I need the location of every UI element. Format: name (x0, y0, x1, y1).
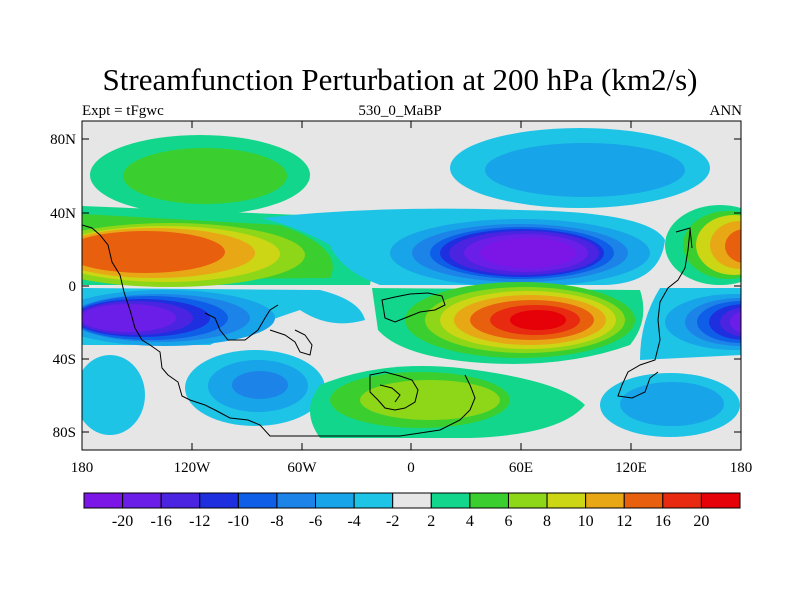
lon-axis: 180 120W 60W 0 60E 120E 180 (71, 121, 753, 476)
colorbar-label: -16 (151, 513, 172, 530)
colorbar-box (700, 492, 741, 509)
coastline-east (617, 229, 691, 399)
colorbar-label: -20 (112, 513, 133, 530)
lon-tick-label: 60E (509, 460, 533, 476)
lat-tick-label: 40N (50, 206, 76, 222)
colorbar-label: 10 (578, 513, 594, 530)
colorbar-box (469, 492, 509, 509)
lat-axis: 80N 40N 0 40S 80S (50, 132, 741, 441)
colorbar-box (585, 492, 625, 509)
feature-sh-east-negative (600, 373, 740, 437)
colorbar-box (507, 492, 548, 509)
contour-field (82, 128, 741, 438)
coastline-south-america (204, 304, 279, 341)
lon-tick-label: 180 (71, 460, 94, 476)
coastline-africa-north (381, 292, 446, 323)
feature-trop-nh-east-negative (262, 208, 665, 287)
colorbar-label: 16 (655, 513, 671, 530)
map-title: Streamfunction Perturbation at 200 hPa (… (102, 62, 698, 97)
colorbar-box (199, 492, 239, 509)
colorbar-box (122, 492, 162, 509)
coastline-japan (675, 227, 693, 249)
colorbar-label: 20 (693, 513, 709, 530)
feature-trop-sh-center-positive (372, 282, 644, 364)
lon-tick-label: 180 (730, 460, 753, 476)
colorbar-label: -8 (270, 513, 283, 530)
feature-trop-nh-west-positive (82, 206, 372, 287)
season-label: ANN (709, 103, 743, 119)
colorbar-label: 4 (466, 513, 474, 530)
case-label: 530_0_MaBP (358, 103, 442, 119)
lat-tick-label: 80S (53, 425, 76, 441)
colorbar: -20 -16 -12 -10 -8 -6 -4 -2 2 4 6 8 10 12 16 20 (83, 492, 741, 530)
colorbar-box (662, 492, 702, 509)
colorbar-label: -2 (386, 513, 399, 530)
colorbar-box (276, 492, 317, 509)
lat-tick-label: 80N (50, 132, 76, 148)
colorbar-label: 12 (616, 513, 632, 530)
colorbar-label: -12 (189, 513, 210, 530)
lon-tick-label: 60W (287, 460, 317, 476)
feature-trop-sh-west-negative (82, 288, 365, 346)
colorbar-box (623, 492, 664, 509)
experiment-label: Expt = tFgwc (82, 103, 164, 119)
coastline-madagascar (379, 384, 401, 403)
lon-tick-label: 120W (174, 460, 212, 476)
coastlines (82, 224, 693, 437)
feature-trop-sh-far-east-negative (640, 288, 741, 360)
colorbar-box (430, 492, 471, 509)
colorbar-label: -10 (228, 513, 249, 530)
feature-sh-west-negative (82, 350, 325, 435)
lon-tick-label: 0 (407, 460, 415, 476)
coastline-island (269, 329, 313, 356)
feature-nh-east-negative (450, 128, 710, 208)
colorbar-box (353, 492, 394, 509)
coastline-africa-south (369, 371, 419, 411)
colorbar-box (83, 492, 124, 509)
lon-tick-label: 120E (615, 460, 647, 476)
colorbar-label: 2 (427, 513, 435, 530)
colorbar-box (315, 492, 355, 509)
colorbar-box (160, 492, 201, 509)
lat-tick-label: 40S (53, 352, 76, 368)
colorbar-label: -6 (309, 513, 322, 530)
colorbar-label: -4 (347, 513, 360, 530)
feature-trop-nh-far-east-positive (665, 205, 741, 285)
feature-nh-west-positive (90, 135, 310, 215)
colorbar-label: 8 (543, 513, 551, 530)
colorbar-box (237, 492, 278, 509)
coastline-south (82, 224, 476, 437)
colorbar-label: 6 (504, 513, 512, 530)
colorbar-box (546, 492, 587, 509)
colorbar-box (392, 492, 432, 509)
lat-tick-label: 0 (69, 279, 77, 295)
